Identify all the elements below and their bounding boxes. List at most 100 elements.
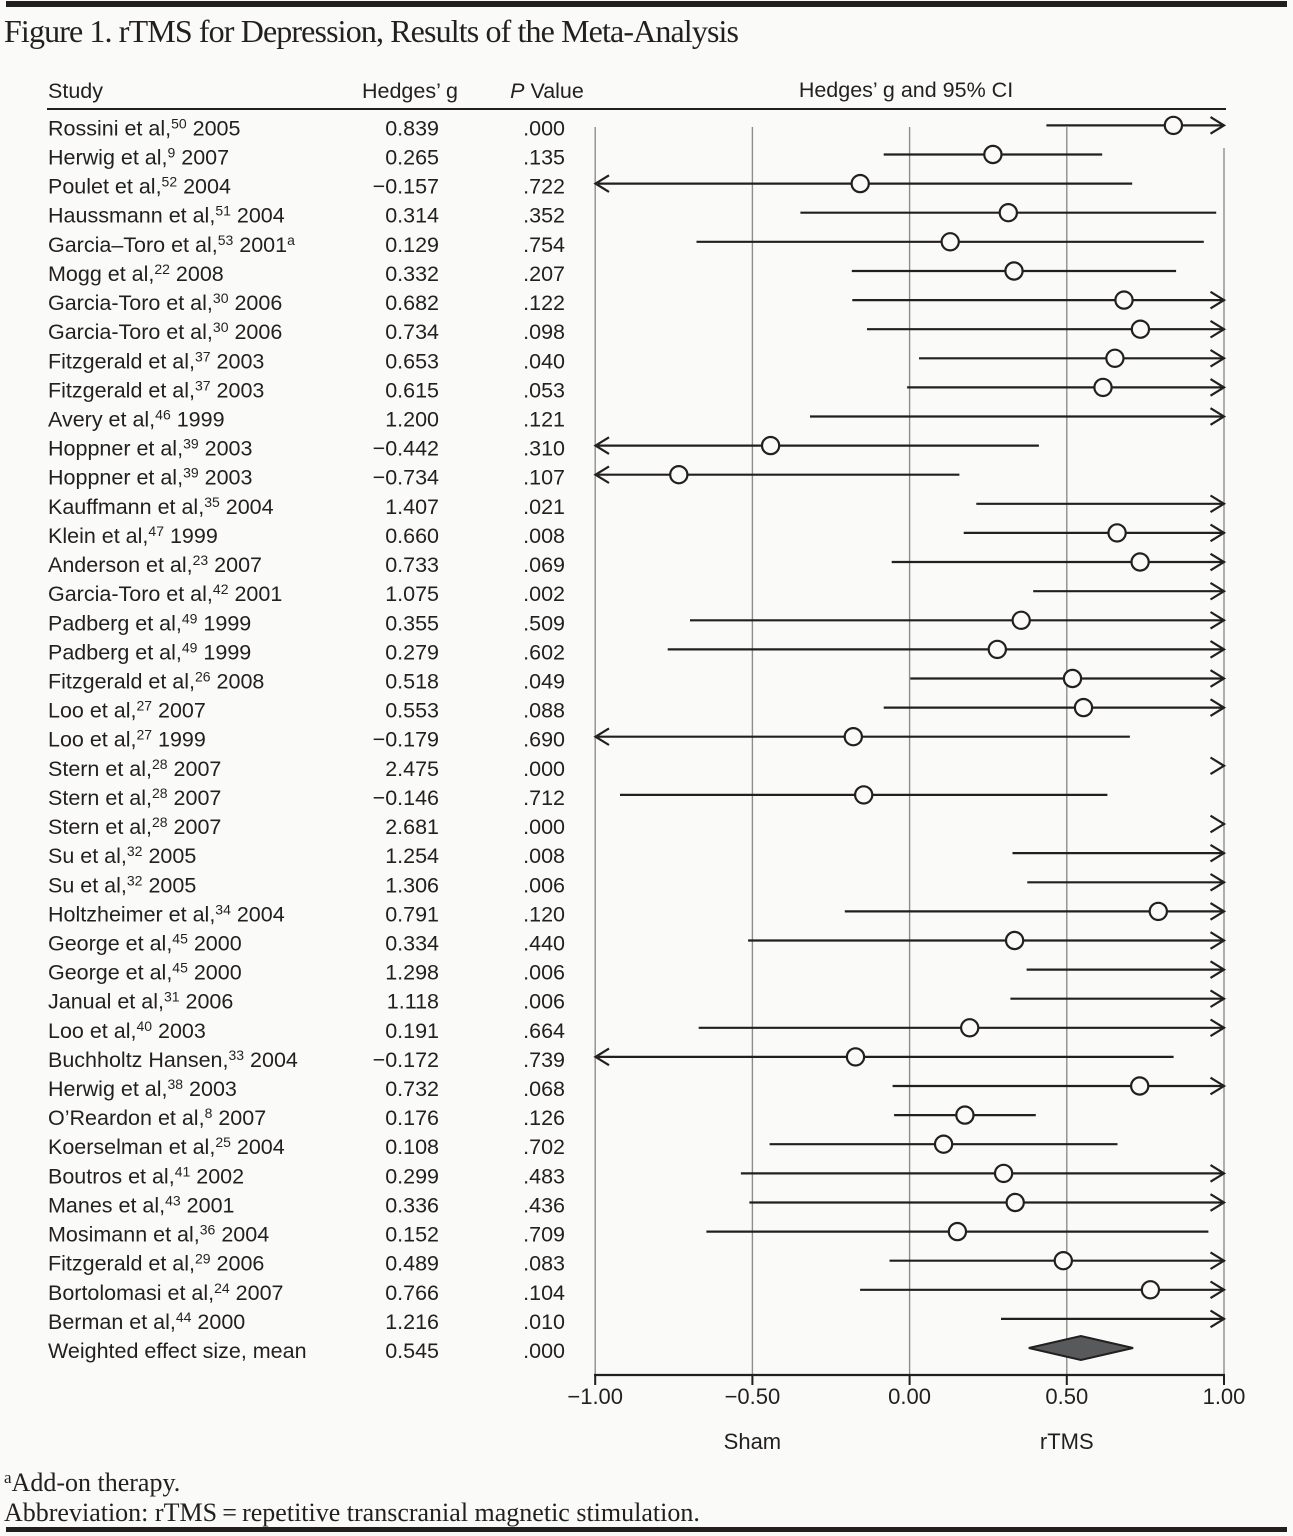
svg-text:Herwig et al,9 2007: Herwig et al,9 2007 xyxy=(48,145,229,170)
svg-text:.069: .069 xyxy=(523,553,565,577)
svg-text:2.475: 2.475 xyxy=(385,757,439,781)
svg-text:Fitzgerald et al,29 2006: Fitzgerald et al,29 2006 xyxy=(48,1251,264,1276)
svg-text:0.265: 0.265 xyxy=(385,146,439,170)
svg-text:.509: .509 xyxy=(523,611,565,635)
svg-text:Loo et al,40 2003: Loo et al,40 2003 xyxy=(48,1018,206,1043)
svg-text:Stern et al,28 2007: Stern et al,28 2007 xyxy=(48,814,221,839)
svg-text:−0.172: −0.172 xyxy=(373,1048,439,1072)
svg-text:2.681: 2.681 xyxy=(385,815,439,839)
svg-text:Loo et al,27 2007: Loo et al,27 2007 xyxy=(48,698,206,723)
svg-text:.602: .602 xyxy=(523,640,565,664)
svg-text:Stern et al,28 2007: Stern et al,28 2007 xyxy=(48,756,221,781)
svg-text:Hedges’ g and 95% CI: Hedges’ g and 95% CI xyxy=(799,78,1013,102)
svg-text:.000: .000 xyxy=(523,757,565,781)
svg-text:.310: .310 xyxy=(523,437,565,461)
svg-text:rTMS: rTMS xyxy=(1040,1429,1094,1454)
svg-text:.122: .122 xyxy=(523,291,565,315)
svg-text:Garcia-Toro et al,30 2006: Garcia-Toro et al,30 2006 xyxy=(48,319,282,344)
svg-text:Weighted effect size, mean: Weighted effect size, mean xyxy=(48,1339,307,1363)
svg-text:0.129: 0.129 xyxy=(385,233,439,257)
svg-text:1.00: 1.00 xyxy=(1203,1384,1246,1409)
svg-text:0.733: 0.733 xyxy=(385,553,439,577)
svg-text:Garcia–Toro et al,53 2001a: Garcia–Toro et al,53 2001a xyxy=(48,232,295,257)
svg-text:.440: .440 xyxy=(523,932,565,956)
svg-text:Poulet et al,52 2004: Poulet et al,52 2004 xyxy=(48,174,231,199)
svg-text:Bortolomasi et al,24 2007: Bortolomasi et al,24 2007 xyxy=(48,1280,284,1305)
svg-text:.000: .000 xyxy=(523,1339,565,1363)
svg-text:0.176: 0.176 xyxy=(385,1106,439,1130)
svg-text:Su et al,32 2005: Su et al,32 2005 xyxy=(48,843,196,868)
svg-text:.006: .006 xyxy=(523,873,565,897)
svg-text:Garcia-Toro et al,42 2001: Garcia-Toro et al,42 2001 xyxy=(48,581,282,606)
svg-text:.006: .006 xyxy=(523,990,565,1014)
svg-text:.135: .135 xyxy=(523,146,565,170)
svg-text:.126: .126 xyxy=(523,1106,565,1130)
svg-text:Janual et al,31 2006: Janual et al,31 2006 xyxy=(48,989,233,1014)
svg-text:.207: .207 xyxy=(523,262,565,286)
svg-text:.690: .690 xyxy=(523,728,565,752)
svg-text:0.545: 0.545 xyxy=(385,1339,439,1363)
svg-text:1.254: 1.254 xyxy=(385,844,439,868)
svg-text:0.518: 0.518 xyxy=(385,670,439,694)
svg-text:O’Reardon et al,8 2007: O’Reardon et al,8 2007 xyxy=(48,1105,266,1130)
svg-text:0.334: 0.334 xyxy=(385,932,439,956)
svg-text:0.191: 0.191 xyxy=(385,1019,439,1043)
svg-text:Loo et al,27 1999: Loo et al,27 1999 xyxy=(48,727,206,752)
svg-text:.104: .104 xyxy=(523,1281,565,1305)
svg-text:1.118: 1.118 xyxy=(387,990,439,1014)
svg-text:aAdd-on therapy.: aAdd-on therapy. xyxy=(4,1468,180,1497)
svg-text:.709: .709 xyxy=(523,1223,565,1247)
svg-text:Koerselman et al,25 2004: Koerselman et al,25 2004 xyxy=(48,1134,285,1159)
svg-text:George et al,45 2000: George et al,45 2000 xyxy=(48,931,242,956)
svg-text:Fitzgerald et al,37 2003: Fitzgerald et al,37 2003 xyxy=(48,348,264,373)
svg-text:0.00: 0.00 xyxy=(888,1384,931,1409)
svg-text:.049: .049 xyxy=(523,670,565,694)
svg-text:0.336: 0.336 xyxy=(385,1194,439,1218)
svg-text:Avery et al,46 1999: Avery et al,46 1999 xyxy=(48,407,225,432)
svg-text:−0.146: −0.146 xyxy=(373,786,439,810)
svg-text:Fitzgerald et al,37 2003: Fitzgerald et al,37 2003 xyxy=(48,377,264,402)
svg-text:.083: .083 xyxy=(523,1252,565,1276)
svg-text:Mogg et al,22 2008: Mogg et al,22 2008 xyxy=(48,261,224,286)
svg-text:Sham: Sham xyxy=(724,1429,781,1454)
svg-text:Padberg et al,49 1999: Padberg et al,49 1999 xyxy=(48,610,251,635)
svg-text:−1.00: −1.00 xyxy=(567,1384,623,1409)
svg-text:0.299: 0.299 xyxy=(385,1164,439,1188)
svg-text:0.732: 0.732 xyxy=(385,1077,439,1101)
svg-text:.107: .107 xyxy=(523,466,565,490)
svg-text:.088: .088 xyxy=(523,699,565,723)
svg-text:0.332: 0.332 xyxy=(385,262,439,286)
svg-text:0.108: 0.108 xyxy=(385,1135,439,1159)
svg-text:.120: .120 xyxy=(523,902,565,926)
svg-text:Buchholtz Hansen,33 2004: Buchholtz Hansen,33 2004 xyxy=(48,1047,298,1072)
svg-text:0.152: 0.152 xyxy=(385,1223,439,1247)
svg-text:0.682: 0.682 xyxy=(385,291,439,315)
svg-text:Abbreviation: rTMS = repetitiv: Abbreviation: rTMS = repetitive transcra… xyxy=(4,1498,700,1527)
svg-text:Mosimann et al,36 2004: Mosimann et al,36 2004 xyxy=(48,1222,269,1247)
svg-text:.754: .754 xyxy=(523,233,565,257)
svg-text:Hedges’ g: Hedges’ g xyxy=(362,79,458,103)
svg-text:0.653: 0.653 xyxy=(385,349,439,373)
svg-text:.053: .053 xyxy=(523,378,565,402)
svg-text:0.734: 0.734 xyxy=(385,320,439,344)
svg-text:Study: Study xyxy=(48,79,103,103)
svg-text:.021: .021 xyxy=(523,495,565,519)
svg-text:.010: .010 xyxy=(523,1310,565,1334)
svg-text:−0.734: −0.734 xyxy=(373,466,439,490)
svg-text:Stern et al,28 2007: Stern et al,28 2007 xyxy=(48,785,221,810)
svg-text:Padberg et al,49 1999: Padberg et al,49 1999 xyxy=(48,639,251,664)
svg-text:Manes et al,43 2001: Manes et al,43 2001 xyxy=(48,1193,235,1218)
svg-text:.002: .002 xyxy=(523,582,565,606)
svg-text:Su et al,32 2005: Su et al,32 2005 xyxy=(48,872,196,897)
svg-text:1.200: 1.200 xyxy=(385,408,439,432)
svg-text:P Value: P Value xyxy=(510,79,584,103)
svg-text:.664: .664 xyxy=(523,1019,565,1043)
svg-text:.000: .000 xyxy=(523,116,565,140)
svg-text:Kauffmann et al,35 2004: Kauffmann et al,35 2004 xyxy=(48,494,274,519)
svg-text:1.298: 1.298 xyxy=(385,961,439,985)
svg-text:.483: .483 xyxy=(523,1164,565,1188)
svg-text:0.314: 0.314 xyxy=(385,204,439,228)
svg-text:.352: .352 xyxy=(523,204,565,228)
svg-text:.008: .008 xyxy=(523,524,565,548)
svg-text:0.660: 0.660 xyxy=(385,524,439,548)
